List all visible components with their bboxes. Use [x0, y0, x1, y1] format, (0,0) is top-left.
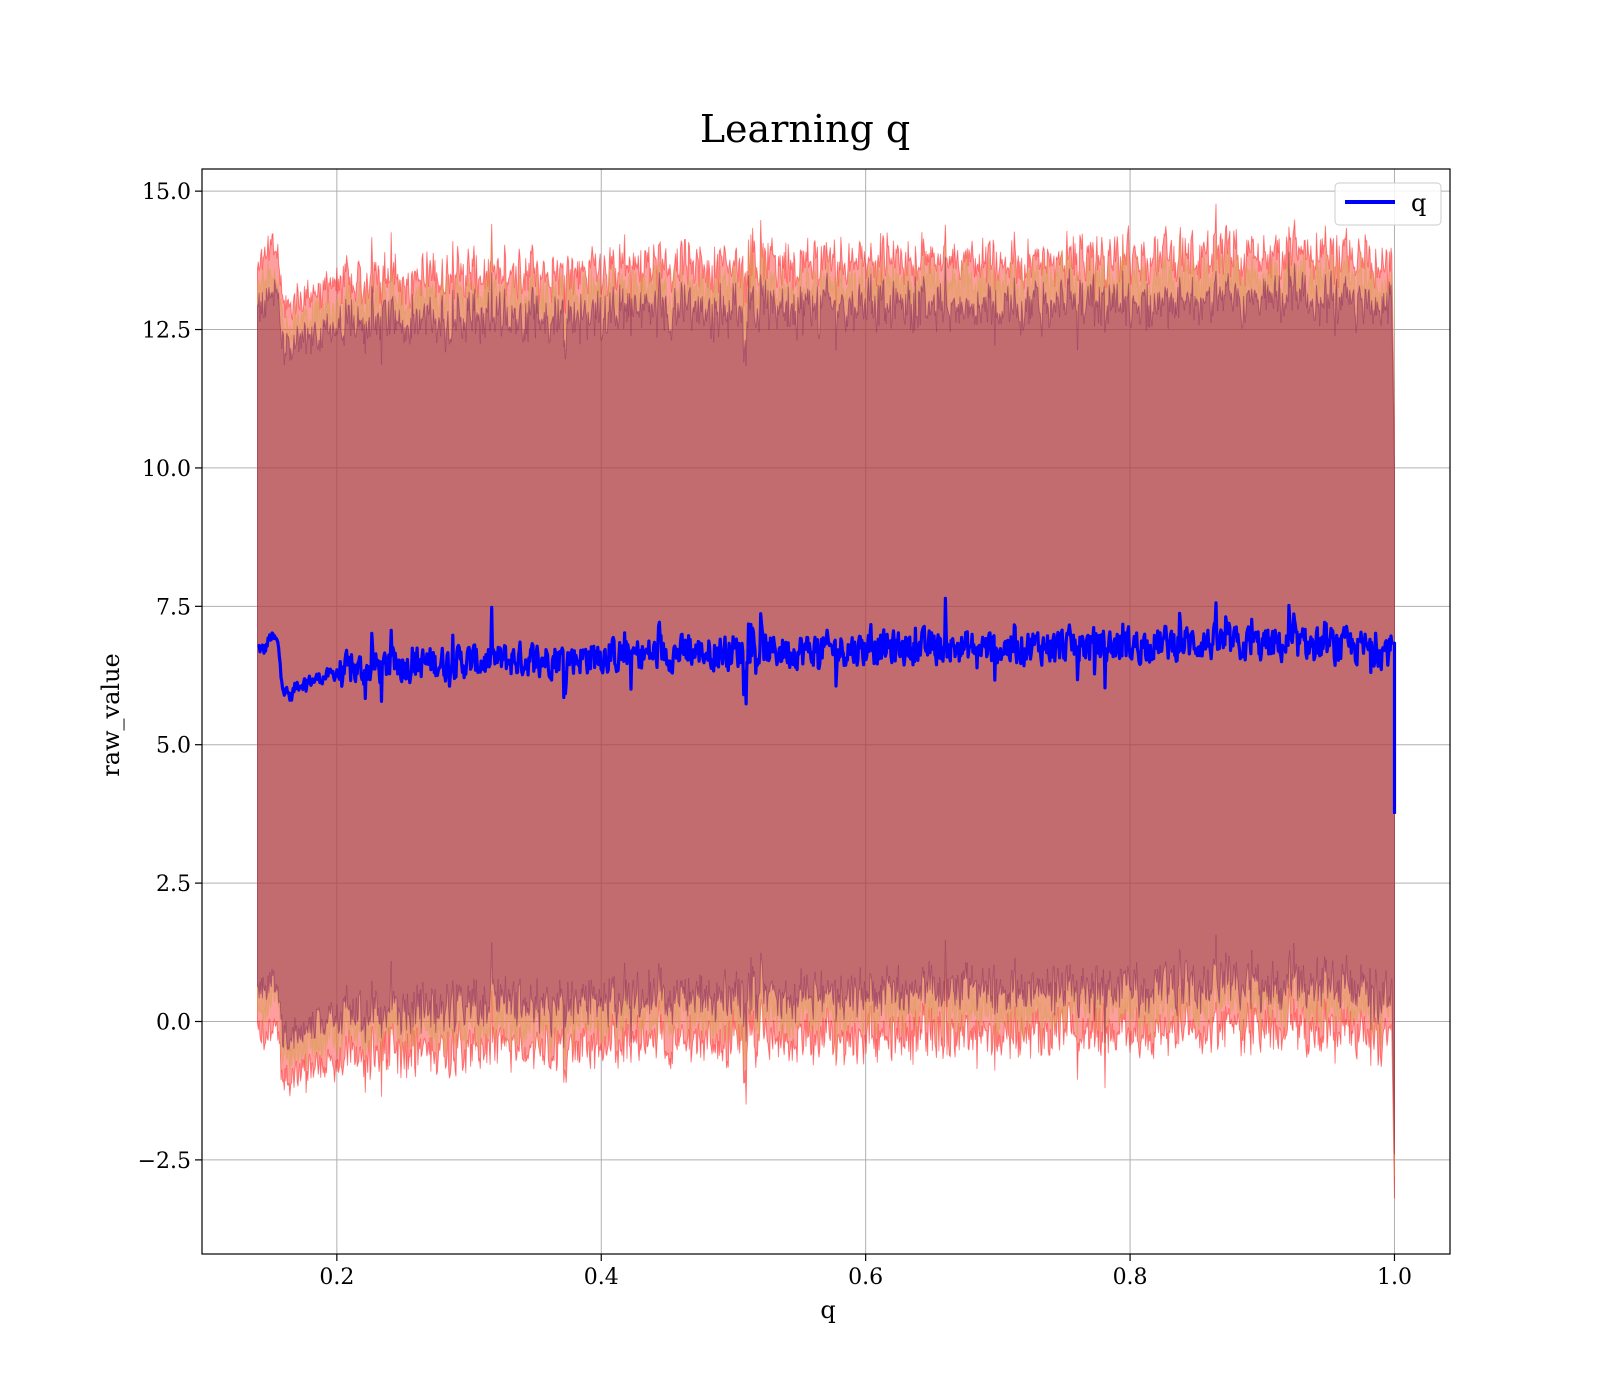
y-tick-label: 7.5	[156, 595, 191, 620]
y-tick-label: 0.0	[156, 1011, 191, 1036]
confidence-band	[257, 235, 1395, 1177]
x-axis-ticks: 0.2 0.4 0.6 0.8 1.0	[319, 1254, 1412, 1290]
confidence-bands	[257, 203, 1395, 1199]
x-tick-label: 0.6	[848, 1265, 883, 1290]
plot-frame	[201, 168, 1451, 1255]
x-axis-label: q	[820, 1296, 835, 1324]
x-tick-label: 0.4	[584, 1265, 619, 1290]
chart-title: Learning q	[700, 107, 910, 151]
y-tick-label: 2.5	[156, 872, 191, 897]
y-axis-label: raw_value	[97, 653, 125, 777]
legend-label-q: q	[1411, 189, 1426, 217]
x-tick-label: 0.2	[319, 1265, 354, 1290]
confidence-band	[257, 251, 1395, 1155]
y-tick-label: 10.0	[142, 457, 191, 482]
y-tick-label: 12.5	[142, 319, 191, 344]
legend: q	[1334, 182, 1442, 226]
confidence-band	[257, 203, 1395, 1199]
x-tick-label: 1.0	[1377, 1265, 1412, 1290]
y-axis-ticks: −2.5 0.0 2.5 5.0 7.5 10.0 12.5 15.0	[138, 180, 202, 1174]
y-tick-label: 5.0	[156, 734, 191, 759]
series-lines	[256, 596, 1397, 814]
x-tick-label: 0.8	[1113, 1265, 1148, 1290]
series-line-q	[256, 596, 1397, 814]
y-tick-label: 15.0	[142, 180, 191, 205]
y-tick-label: −2.5	[138, 1149, 191, 1174]
